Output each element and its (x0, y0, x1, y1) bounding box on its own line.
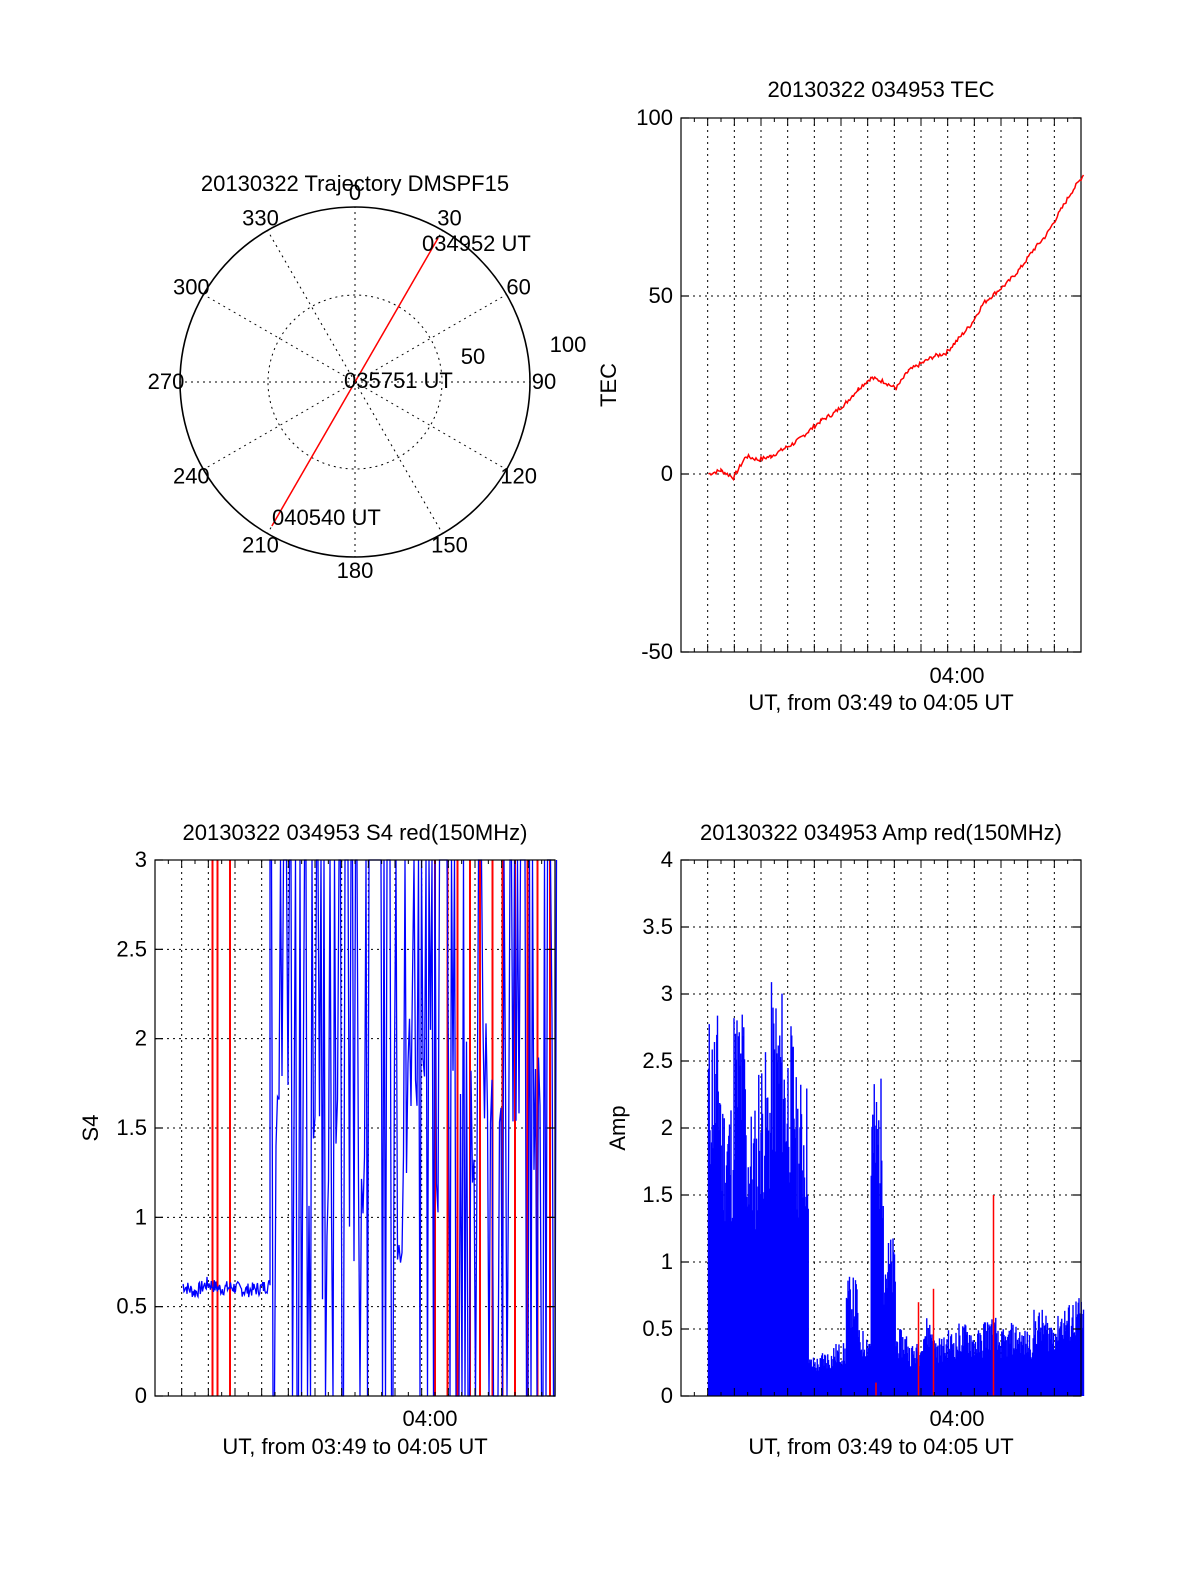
s4-y-tick-label-3: 3 (135, 847, 147, 872)
polar-spoke-240 (203, 381, 356, 470)
amp-title: 20130322 034953 Amp red(150MHz) (700, 820, 1062, 845)
s4-title: 20130322 034953 S4 red(150MHz) (183, 820, 528, 845)
polar-angle-label-180: 180 (337, 558, 374, 583)
tec-chart: 20130322 034953 TEC -50 0 50 100 04:00 UT, … (596, 77, 1085, 715)
polar-trajectory-chart: 20130322 Trajectory DMSPF15 0 30 60 90 120 15… (148, 171, 587, 583)
polar-spoke-330 (267, 230, 356, 383)
tec-y-tick-label-100: 100 (636, 105, 673, 130)
polar-title: 20130322 Trajectory DMSPF15 (201, 171, 509, 196)
tec-grid (681, 118, 1081, 652)
amp-x-tick-label: 04:00 (929, 1406, 984, 1431)
polar-radial-label-100: 100 (550, 332, 587, 357)
polar-angle-label-330: 330 (242, 205, 279, 230)
polar-angle-label-0: 0 (349, 180, 361, 205)
polar-radial-label-50: 50 (461, 344, 485, 369)
tec-title: 20130322 034953 TEC (767, 77, 994, 102)
polar-point-label-mid: 035751 UT (344, 368, 453, 393)
polar-inner-circle (267, 294, 443, 470)
polar-angle-label-210: 210 (242, 533, 279, 558)
amp-x-label: UT, from 03:49 to 04:05 UT (748, 1434, 1013, 1459)
polar-angle-labels: 0 30 60 90 120 150 180 210 240 270 300 330 (148, 180, 557, 583)
amp-y-ticks: 0 0.5 1 1.5 2 2.5 3 3.5 4 (642, 847, 1081, 1408)
polar-angle-label-150: 150 (431, 533, 468, 558)
tec-plot-frame (680, 117, 1082, 653)
s4-x-tick-label: 04:00 (402, 1406, 457, 1431)
amp-y-tick-label-0.5: 0.5 (642, 1316, 673, 1341)
amp-red-series (875, 1195, 995, 1396)
polar-point-label-end: 040540 UT (272, 505, 381, 530)
s4-y-tick-label-1: 1 (135, 1204, 147, 1229)
amp-blue-series (707, 982, 1085, 1396)
tec-y-tick-label--50: -50 (641, 639, 673, 664)
s4-y-tick-label-0.5: 0.5 (116, 1294, 147, 1319)
polar-angle-label-240: 240 (173, 464, 210, 489)
tec-series-line (708, 174, 1085, 482)
polar-spoke-150 (354, 381, 443, 534)
polar-angle-label-30: 30 (437, 205, 461, 230)
amp-y-tick-label-2: 2 (661, 1115, 673, 1140)
polar-angle-label-120: 120 (500, 464, 537, 489)
tec-y-ticks: -50 0 50 100 (636, 105, 1081, 664)
amp-y-tick-label-0: 0 (661, 1383, 673, 1408)
s4-y-tick-label-1.5: 1.5 (116, 1115, 147, 1140)
amp-y-label: Amp (605, 1105, 630, 1150)
polar-angle-label-300: 300 (173, 275, 210, 300)
s4-y-ticks: 0 0.5 1 1.5 2 2.5 3 (116, 847, 555, 1408)
tec-y-tick-label-0: 0 (661, 461, 673, 486)
polar-spoke-60 (354, 294, 507, 383)
s4-y-tick-label-2.5: 2.5 (116, 936, 147, 961)
s4-blue-series-line (182, 859, 558, 1397)
polar-angle-label-270: 270 (148, 369, 185, 394)
polar-angle-label-90: 90 (532, 369, 556, 394)
tec-x-tick-label: 04:00 (929, 663, 984, 688)
amp-y-tick-label-4: 4 (661, 847, 673, 872)
polar-point-label-start: 034952 UT (422, 231, 531, 256)
s4-y-label: S4 (78, 1115, 103, 1142)
amp-y-tick-label-3.5: 3.5 (642, 914, 673, 939)
polar-spoke-120 (354, 381, 507, 470)
polar-spoke-300 (203, 294, 356, 383)
amp-y-tick-label-1: 1 (661, 1249, 673, 1274)
s4-chart: 20130322 034953 S4 red(150MHz) 0 0.5 1 1.5 2… (78, 820, 558, 1459)
tec-y-label: TEC (596, 363, 621, 407)
s4-x-label: UT, from 03:49 to 04:05 UT (222, 1434, 487, 1459)
amp-y-tick-label-2.5: 2.5 (642, 1048, 673, 1073)
polar-trajectory-line (271, 237, 439, 527)
tec-x-label: UT, from 03:49 to 04:05 UT (748, 690, 1013, 715)
s4-y-tick-label-0: 0 (135, 1383, 147, 1408)
amp-y-tick-label-3: 3 (661, 981, 673, 1006)
polar-angle-label-60: 60 (506, 275, 530, 300)
s4-y-tick-label-2: 2 (135, 1026, 147, 1051)
tec-y-tick-label-50: 50 (649, 283, 673, 308)
amp-y-tick-label-1.5: 1.5 (642, 1182, 673, 1207)
amp-chart: 20130322 034953 Amp red(150MHz) 0 0.5 1 1.5… (605, 820, 1085, 1459)
